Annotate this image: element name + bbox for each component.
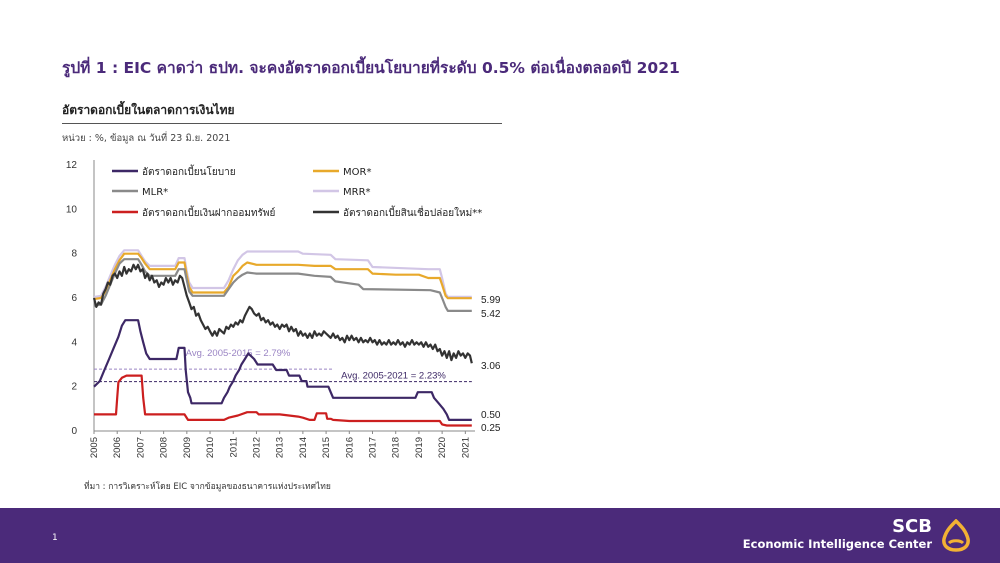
series-line <box>94 374 472 427</box>
legend-label: MLR* <box>142 187 168 198</box>
end-value-label: 3.06 <box>481 361 501 372</box>
x-tick-label: 2014 <box>298 437 309 458</box>
x-tick-label: 2015 <box>321 437 332 458</box>
series-line <box>93 252 472 301</box>
x-tick-label: 2005 <box>89 437 100 458</box>
average-label: Avg. 2005-2021 = 2.23% <box>341 371 446 382</box>
legend-label: อัตราดอกเบี้ยเงินฝากออมทรัพย์ <box>142 205 275 219</box>
legend-label: อัตราดอกเบี้ยนโยบาย <box>142 164 236 178</box>
chart-subtitle: อัตราดอกเบี้ยในตลาดการเงินไทย <box>62 103 235 117</box>
end-value-label: 0.25 <box>481 423 501 434</box>
x-tick-label: 2009 <box>182 437 193 458</box>
series-line <box>93 258 472 312</box>
y-tick-label: 8 <box>71 249 77 260</box>
y-tick-label: 0 <box>71 426 77 437</box>
x-tick-label: 2008 <box>159 437 170 458</box>
y-tick-label: 10 <box>66 204 78 215</box>
x-tick-label: 2011 <box>228 437 239 457</box>
x-tick-label: 2021 <box>460 437 471 458</box>
scb-logo-icon <box>942 519 970 552</box>
brand-subtitle: Economic Intelligence Center <box>742 537 932 551</box>
x-tick-label: 2016 <box>344 437 355 458</box>
series-line <box>93 319 472 421</box>
end-value-label: 5.42 <box>481 309 501 320</box>
x-tick-label: 2010 <box>205 437 216 458</box>
interest-rate-chart: 0 2 4 6 8 10 12 2005 2006 2007 2008 2009 2010 2011 201… <box>66 160 501 458</box>
y-tick-label: 12 <box>66 160 78 171</box>
x-tick-label: 2019 <box>414 437 425 458</box>
x-tick-label: 2020 <box>437 437 448 458</box>
legend-label: MOR* <box>343 167 371 178</box>
page-title: รูปที่ 1 : EIC คาดว่า ธปท. จะคงอัตราดอกเ… <box>62 59 680 77</box>
y-tick-label: 2 <box>71 382 77 393</box>
x-tick-label: 2018 <box>391 437 402 458</box>
x-tick-label: 2017 <box>368 437 379 458</box>
legend-label: MRR* <box>343 187 371 198</box>
y-tick-label: 4 <box>71 337 77 348</box>
x-tick-label: 2012 <box>251 437 262 458</box>
footer-bar: 1 SCB Economic Intelligence Center <box>0 508 1000 563</box>
end-value-label: 0.50 <box>481 410 501 421</box>
average-label: Avg. 2005-2015 = 2.79% <box>186 348 291 359</box>
series-line <box>92 263 473 364</box>
legend-label: อัตราดอกเบี้ยสินเชื่อปล่อยใหม่** <box>343 205 482 219</box>
source-note: ที่มา : การวิเคราะห์โดย EIC จากข้อมูลของ… <box>84 482 331 492</box>
x-tick-label: 2007 <box>135 437 146 458</box>
subtitle-underline <box>62 123 502 124</box>
x-tick-label: 2006 <box>112 437 123 458</box>
brand-name: SCB <box>892 516 932 537</box>
unit-note: หน่วย : %, ข้อมูล ณ วันที่ 23 มิ.ย. 2021 <box>62 133 231 144</box>
series-line <box>93 249 472 298</box>
end-value-label: 5.99 <box>481 295 501 306</box>
x-tick-label: 2013 <box>275 437 286 458</box>
brand-block: SCB Economic Intelligence Center <box>742 516 932 552</box>
page-number: 1 <box>52 533 58 543</box>
y-tick-label: 6 <box>71 293 77 304</box>
